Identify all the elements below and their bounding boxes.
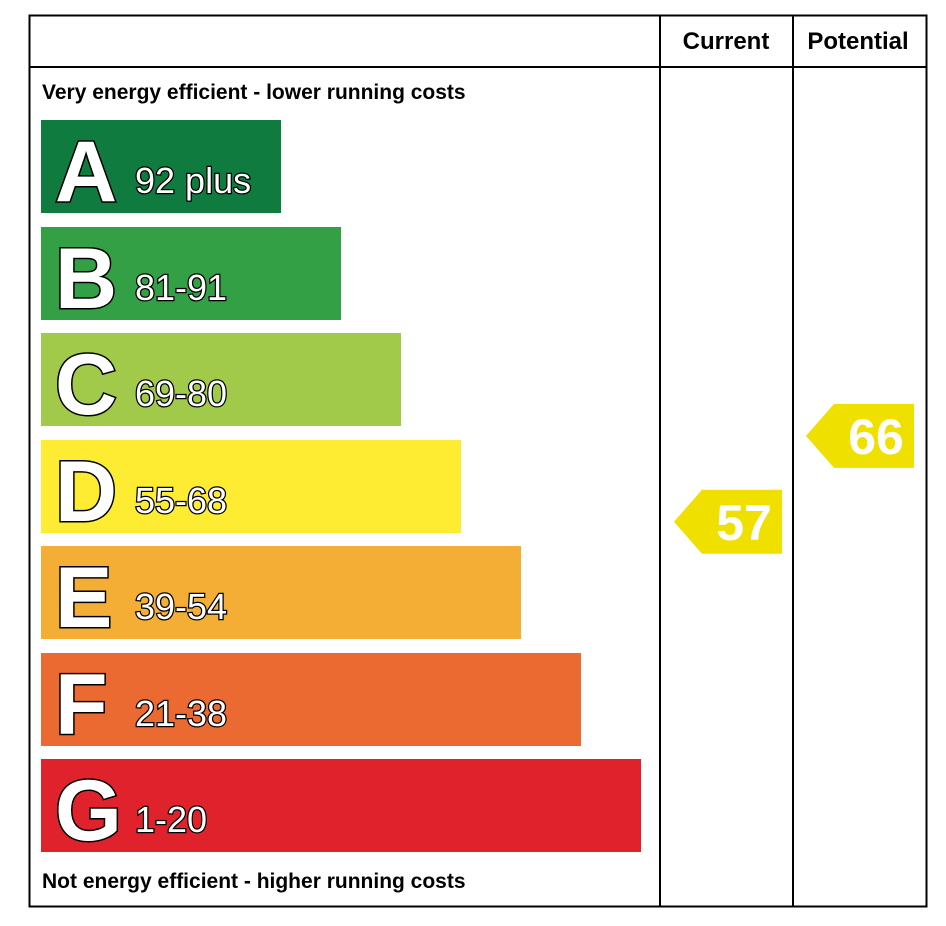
band-bar: [41, 546, 521, 639]
current-rating-arrow: 57: [674, 489, 782, 554]
potential-rating-arrow: 66: [806, 403, 914, 468]
band-g: G 1-20: [41, 759, 641, 861]
band-letter: D: [55, 444, 117, 540]
band-bar: [41, 227, 341, 320]
band-letter: C: [55, 337, 117, 433]
bottom-caption: Not energy efficient - higher running co…: [42, 870, 466, 893]
current-rating-value: 57: [716, 495, 772, 551]
band-e: E 39-54: [41, 546, 521, 648]
band-range: 92 plus: [135, 160, 251, 201]
band-b: B 81-91: [41, 227, 341, 329]
potential-arrow-shape: [806, 403, 914, 468]
band-bar: [41, 120, 281, 213]
current-arrow-shape: [674, 489, 782, 554]
potential-header: Potential: [807, 28, 908, 55]
band-letter: E: [55, 550, 112, 646]
band-range: 55-68: [135, 480, 227, 521]
chart-border: [28, 14, 928, 908]
band-letter: F: [55, 657, 108, 753]
band-c: C 69-80: [41, 333, 401, 435]
current-header: Current: [683, 28, 770, 55]
band-range: 39-54: [135, 586, 227, 627]
band-bar: [41, 333, 401, 426]
potential-rating-value: 66: [848, 409, 904, 465]
band-bar: [41, 759, 641, 852]
band-letter: G: [55, 763, 122, 859]
top-caption: Very energy efficient - lower running co…: [42, 81, 466, 104]
band-d: D 55-68: [41, 440, 461, 542]
band-range: 81-91: [135, 267, 227, 308]
band-letter: B: [55, 231, 117, 327]
band-bar: [41, 440, 461, 533]
band-range: 21-38: [135, 693, 227, 734]
band-letter: A: [55, 124, 117, 220]
band-bar: [41, 653, 581, 746]
band-range: 1-20: [135, 799, 207, 840]
band-range: 69-80: [135, 373, 227, 414]
band-a: A 92 plus: [41, 120, 281, 222]
band-f: F 21-38: [41, 653, 581, 755]
